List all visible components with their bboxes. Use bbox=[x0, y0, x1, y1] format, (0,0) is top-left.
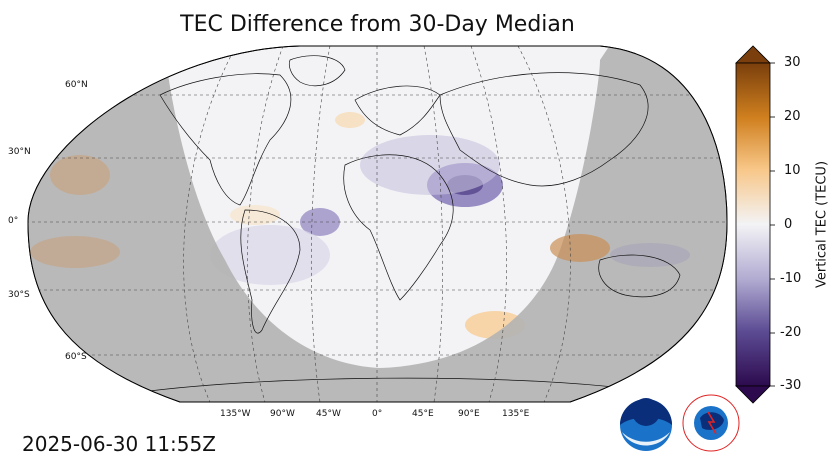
colorbar-tick-20: 20 bbox=[784, 109, 801, 124]
colorbar-tick-minus-10: -10 bbox=[780, 271, 802, 286]
nws-logo bbox=[682, 394, 740, 452]
lon-label-0: 0° bbox=[372, 409, 383, 419]
lat-label-60s: 60°S bbox=[65, 352, 87, 362]
colorbar-label: Vertical TEC (TECU) bbox=[814, 160, 830, 289]
lon-label-135w: 135°W bbox=[220, 409, 251, 419]
lat-label-30n: 30°N bbox=[8, 147, 31, 157]
colorbar-extend-max bbox=[735, 45, 771, 64]
lon-label-90e: 90°E bbox=[458, 409, 480, 419]
colorbar-tick-0: 0 bbox=[784, 217, 793, 232]
coastlines bbox=[119, 55, 681, 396]
lon-label-135e: 135°E bbox=[502, 409, 530, 419]
colorbar-tick-10: 10 bbox=[784, 163, 801, 178]
timestamp: 2025-06-30 11:55Z bbox=[22, 432, 216, 456]
graticule bbox=[28, 46, 727, 402]
colorbar bbox=[735, 45, 775, 404]
colorbar-tick-minus-30: -30 bbox=[780, 378, 802, 393]
colorbar-body bbox=[735, 62, 771, 387]
colorbar-extend-min bbox=[735, 385, 771, 404]
noaa-logo bbox=[620, 398, 672, 451]
colorbar-tick-30: 30 bbox=[784, 55, 801, 70]
chart-title: TEC Difference from 30-Day Median bbox=[180, 12, 575, 37]
lat-label-60n: 60°N bbox=[65, 80, 88, 90]
colorbar-tick-minus-20: -20 bbox=[780, 325, 802, 340]
lon-label-45w: 45°W bbox=[316, 409, 341, 419]
lat-label-30s: 30°S bbox=[8, 290, 30, 300]
lon-label-45e: 45°E bbox=[412, 409, 434, 419]
lat-label-0: 0° bbox=[8, 216, 19, 226]
lon-label-90w: 90°W bbox=[270, 409, 295, 419]
